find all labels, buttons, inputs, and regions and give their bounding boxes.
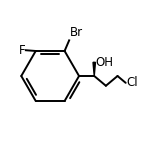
Text: OH: OH xyxy=(95,56,113,69)
Text: Cl: Cl xyxy=(127,76,138,89)
Text: Br: Br xyxy=(70,26,83,39)
Text: F: F xyxy=(18,44,25,57)
Polygon shape xyxy=(93,62,95,76)
